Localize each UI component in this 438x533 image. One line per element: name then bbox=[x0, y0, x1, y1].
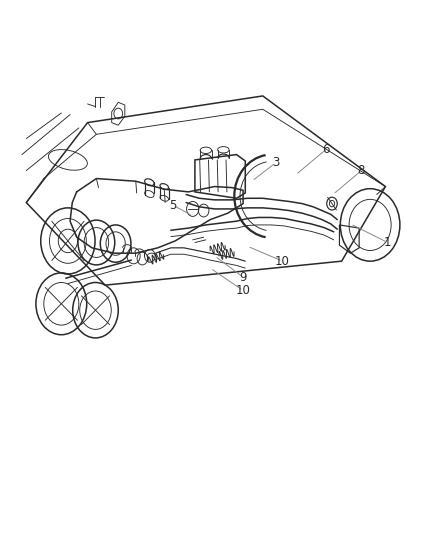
Text: 9: 9 bbox=[239, 271, 247, 284]
Text: 6: 6 bbox=[322, 143, 330, 156]
Text: 8: 8 bbox=[358, 164, 365, 177]
Text: 3: 3 bbox=[272, 156, 279, 169]
Text: 5: 5 bbox=[170, 199, 177, 212]
Text: 10: 10 bbox=[275, 255, 290, 268]
Text: 1: 1 bbox=[384, 236, 392, 249]
Text: 10: 10 bbox=[236, 284, 251, 297]
